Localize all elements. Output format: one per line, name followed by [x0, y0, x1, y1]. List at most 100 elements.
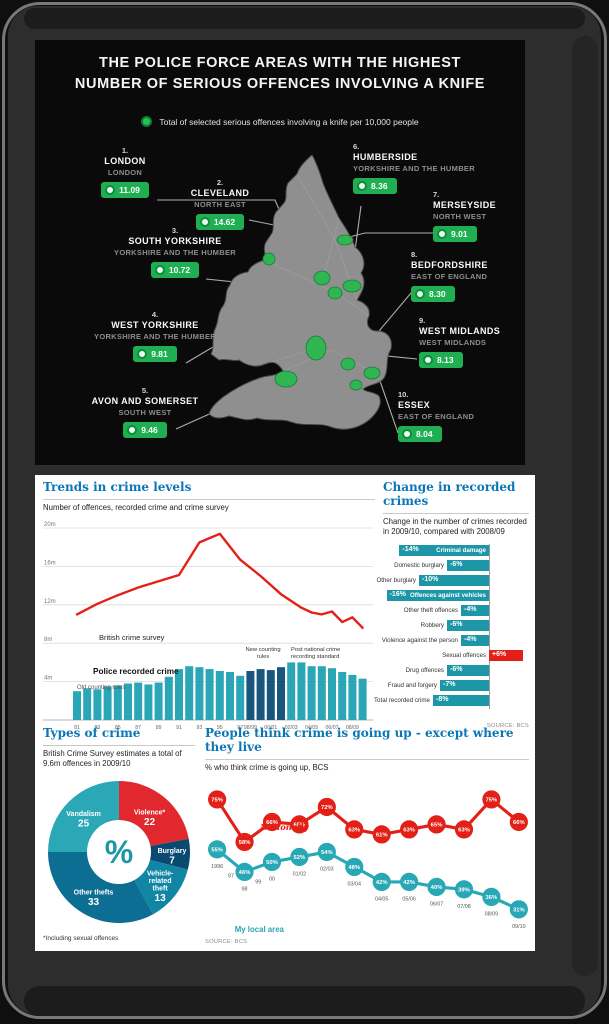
change-section: Change in recorded crimes Change in the …	[374, 480, 529, 733]
change-source: SOURCE: BCS	[486, 723, 529, 729]
svg-text:20m: 20m	[44, 522, 56, 528]
badge-dot-icon	[402, 429, 412, 440]
svg-text:97: 97	[237, 725, 243, 731]
svg-text:65%: 65%	[431, 822, 444, 828]
change-category: Domestic burglary	[394, 562, 444, 570]
area-region: LONDON	[107, 167, 143, 177]
change-value: -14%	[402, 546, 419, 554]
area-rank: 3.	[171, 226, 179, 235]
area-value: 8.36	[371, 181, 388, 192]
area-south-yorkshire	[327, 286, 343, 300]
badge-dot-icon	[423, 355, 433, 366]
area-rank: 8.	[411, 250, 418, 259]
area-value: 10.72	[168, 265, 191, 276]
map-area-label: 10. ESSEX EAST OF ENGLAND 8.04	[398, 390, 528, 444]
year-labels: 1996 98 00 01/02 02/03 03/04 04/05 05/06 06/07 07…	[211, 864, 525, 930]
svg-text:65%: 65%	[294, 822, 307, 828]
area-value: 14.62	[213, 217, 236, 228]
area-value: 8.13	[437, 355, 454, 366]
change-subtitle: Change in the number of crimes recorded …	[383, 516, 527, 536]
england-map	[157, 154, 433, 434]
change-bar	[433, 694, 489, 706]
area-region: EAST OF ENGLAND	[411, 271, 488, 281]
infographic-title-line2: NUMBER OF SERIOUS OFFENCES INVOLVING A K…	[74, 76, 486, 93]
svg-text:39%: 39%	[458, 887, 471, 893]
svg-text:02/03: 02/03	[320, 866, 333, 872]
area-region: NORTH EAST	[194, 199, 246, 209]
area-rank: 9.	[419, 316, 426, 325]
area-rank: 7.	[433, 190, 440, 199]
svg-text:63%: 63%	[403, 827, 416, 833]
area-west-yorkshire	[313, 270, 331, 286]
change-bar	[386, 589, 489, 601]
svg-text:66%: 66%	[513, 820, 526, 826]
area-merseyside	[262, 252, 276, 266]
area-name: BEDFORDSHIRE	[411, 260, 488, 270]
map-area-label: 1. LONDON LONDON 11.09	[60, 146, 190, 200]
map-area-label: 8. BEDFORDSHIRE EAST OF ENGLAND 8.30	[411, 250, 541, 304]
area-humberside	[342, 279, 362, 293]
svg-text:theft: theft	[153, 886, 169, 893]
change-bar	[461, 634, 489, 646]
area-essex	[363, 366, 381, 380]
svg-text:03/04: 03/04	[348, 881, 361, 887]
nationally-label: Nationally	[259, 822, 309, 832]
change-value: -4%	[464, 606, 477, 614]
change-bar	[440, 679, 489, 691]
svg-text:36%: 36%	[486, 895, 499, 901]
donut-chart-wrap: % Violence* 22 Burglary 7 Vehicle-related thef…	[43, 777, 195, 927]
change-row: -6% Domestic burglary	[383, 559, 529, 574]
svg-text:4m: 4m	[44, 676, 52, 682]
area-value-badge: 9.81	[133, 346, 177, 363]
change-category: Total recorded crime	[373, 697, 430, 705]
divider	[383, 512, 529, 514]
svg-text:33: 33	[88, 897, 100, 908]
area-name: WEST MIDLANDS	[419, 326, 501, 336]
change-row: -14% Criminal damage	[383, 544, 529, 559]
svg-text:48%: 48%	[348, 865, 361, 871]
change-value: -7%	[443, 681, 456, 689]
svg-text:rules: rules	[257, 654, 270, 660]
area-london	[349, 379, 363, 391]
svg-text:13: 13	[155, 893, 167, 904]
svg-text:61%: 61%	[376, 832, 389, 838]
annotations: British crime survey Police recorded crim…	[77, 633, 340, 691]
change-bar	[447, 664, 489, 676]
change-bars: -14% Criminal damage -6% Domestic burglary -…	[374, 543, 529, 712]
donut-hole	[87, 820, 151, 885]
change-value: -8%	[436, 696, 449, 704]
svg-text:63%: 63%	[348, 827, 361, 833]
green-dot-icon	[141, 116, 153, 127]
svg-text:00/01: 00/01	[264, 725, 277, 731]
svg-text:72%: 72%	[321, 805, 334, 811]
x-axis-labels: 81 83 85 87 89 91 93 95 97 98/99 00/01 02/03 04/05 06…	[74, 725, 359, 731]
svg-text:58%: 58%	[239, 840, 252, 846]
change-value: -10%	[422, 576, 439, 584]
area-rank: 2.	[216, 178, 224, 187]
svg-text:08/09: 08/09	[346, 725, 359, 731]
highlighted-areas	[262, 234, 381, 391]
map-area-label: 6. HUMBERSIDE YORKSHIRE AND THE HUMBER 8.36	[353, 142, 503, 196]
map-area-label: 4. WEST YORKSHIRE YORKSHIRE AND THE HUMBER…	[65, 310, 245, 364]
area-rank: 6.	[353, 142, 360, 151]
change-value: -6%	[450, 561, 463, 569]
change-bar	[447, 619, 489, 631]
top-bar	[24, 8, 585, 29]
types-section: Types of crime British Crime Survey esti…	[43, 726, 195, 947]
change-row: -10% Other burglary	[376, 574, 529, 589]
types-footnote: *Including sexual offences	[43, 935, 119, 943]
svg-text:40%: 40%	[431, 885, 444, 891]
svg-text:05/06: 05/06	[402, 896, 415, 902]
svg-text:Police recorded crime: Police recorded crime	[93, 667, 179, 676]
recorded-crime-bars	[73, 662, 367, 720]
area-name: SOUTH YORKSHIRE	[128, 236, 222, 246]
change-category: Other theft offences	[403, 607, 458, 615]
change-row: -4% Other theft offences	[383, 604, 529, 619]
area-region: YORKSHIRE AND THE HUMBER	[353, 163, 475, 173]
knife-crime-infographic: THE POLICE FORCE AREAS WITH THE HIGHEST …	[35, 40, 525, 465]
area-name: HUMBERSIDE	[353, 152, 418, 162]
svg-text:54%: 54%	[321, 850, 334, 856]
map-area-label: 2. CLEVELAND NORTH EAST 14.62	[155, 178, 285, 232]
svg-text:66%: 66%	[266, 820, 279, 826]
